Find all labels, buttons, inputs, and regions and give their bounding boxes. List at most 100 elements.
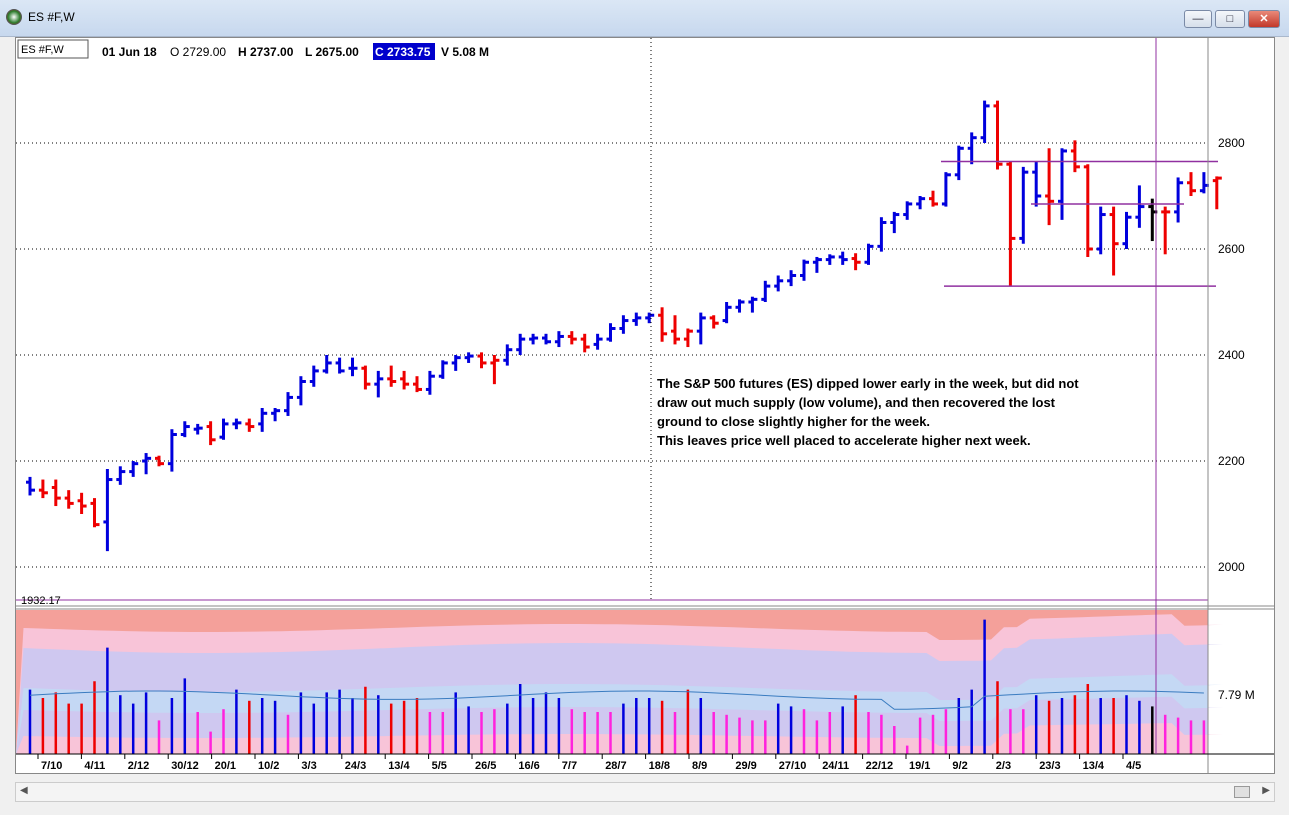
price-bar [696, 312, 706, 345]
symbol-box[interactable] [17, 39, 89, 59]
price-label-2200: 2200 [1218, 454, 1245, 468]
close-highlight [373, 43, 435, 60]
price-bar [735, 299, 745, 313]
price-bar [464, 352, 474, 363]
time-label: 18/8 [649, 760, 670, 772]
price-bar [593, 333, 603, 350]
price-bar [219, 418, 229, 440]
time-label: 29/9 [735, 760, 756, 772]
time-label: 9/2 [952, 760, 967, 772]
bar-high: H 2737.00 [238, 45, 294, 59]
chart-window[interactable]: 2800 2600 2400 2200 2000 1932.17 7.79 M … [15, 37, 1275, 774]
app-icon [6, 9, 22, 25]
price-bar [529, 333, 539, 345]
trading-range-box [941, 160, 1218, 287]
price-bar [503, 344, 513, 366]
price-bar [451, 355, 461, 371]
price-bar [167, 429, 177, 472]
time-axis-labels: 7/10 4/11 2/12 30/12 20/1 10/2 3/3 24/3 13/4 5/5 2… [37, 754, 1141, 772]
scroll-thumb[interactable] [1234, 786, 1250, 798]
price-bar [864, 243, 874, 265]
price-bar [980, 100, 990, 143]
time-label: 26/5 [475, 760, 496, 772]
price-label-2800: 2800 [1218, 136, 1245, 150]
price-bar [232, 418, 242, 430]
price-bar [877, 217, 887, 252]
price-axis-min-label: 1932.17 [21, 595, 61, 607]
window-titlebar: ES #F,W — □ ✕ [0, 0, 1289, 37]
time-label: 3/3 [301, 760, 316, 772]
annotation-line-2: draw out much supply (low volume), and t… [657, 395, 1056, 410]
annotation-line-1: The S&P 500 futures (ES) dipped lower ea… [657, 376, 1079, 391]
price-panel[interactable] [16, 38, 1208, 601]
price-bar [103, 468, 113, 552]
minimize-button[interactable]: — [1184, 10, 1212, 28]
price-bar [606, 323, 616, 342]
price-bar [1096, 206, 1106, 255]
annotation-line-3: ground to close slightly higher for the … [657, 414, 930, 429]
info-bar: ES #F,W 01 Jun 18 O 2729.00 H 2737.00 L … [17, 39, 489, 60]
price-bar [116, 466, 126, 485]
price-bar [1070, 140, 1080, 173]
scroll-left-icon[interactable]: ◀ [20, 785, 28, 796]
price-bar [709, 315, 719, 329]
price-label-2000: 2000 [1218, 560, 1245, 574]
scroll-right-icon[interactable]: ▶ [1262, 785, 1270, 796]
price-bar [64, 490, 74, 509]
price-bar [1019, 166, 1029, 244]
price-bar [438, 360, 448, 379]
price-bar [348, 357, 358, 377]
price-bar [206, 421, 216, 446]
price-bar [155, 455, 164, 467]
time-label: 8/9 [692, 760, 707, 772]
price-bar [296, 376, 306, 406]
price-chart[interactable]: 2800 2600 2400 2200 2000 1932.17 7.79 M … [16, 38, 1274, 774]
price-bar [284, 392, 293, 416]
price-bar [722, 302, 732, 324]
price-bar [580, 333, 590, 353]
price-bar [77, 492, 87, 514]
price-bar [374, 370, 384, 398]
time-label: 5/5 [432, 760, 447, 772]
price-bar [516, 333, 526, 355]
bar-open: O 2729.00 [170, 45, 226, 59]
bar-volume: V 5.08 M [441, 45, 489, 59]
price-bar [1083, 164, 1093, 257]
price-bar [425, 370, 435, 395]
time-label: 23/3 [1039, 760, 1060, 772]
price-label-2400: 2400 [1218, 348, 1245, 362]
volume-band-4 [16, 723, 1224, 754]
price-bar [1058, 148, 1067, 220]
price-bar [322, 355, 332, 374]
time-label: 10/2 [258, 760, 279, 772]
time-label: 19/1 [909, 760, 930, 772]
maximize-button[interactable]: □ [1215, 10, 1245, 28]
bar-date: 01 Jun 18 [102, 45, 157, 59]
price-bar [993, 100, 1003, 170]
price-bar [51, 479, 61, 507]
price-bar [748, 296, 758, 313]
price-bar [1174, 177, 1184, 223]
volume-bars [28, 619, 1206, 754]
price-bar [683, 328, 693, 348]
price-bar [542, 333, 551, 345]
price-bar [38, 479, 48, 499]
price-bar [787, 270, 797, 287]
price-bar [967, 132, 977, 165]
close-button[interactable]: ✕ [1248, 10, 1280, 28]
annotation-text: The S&P 500 futures (ES) dipped lower ea… [657, 376, 1079, 448]
price-bar [90, 498, 100, 528]
price-bar [361, 365, 371, 390]
time-label: 27/10 [779, 760, 807, 772]
price-bars [26, 100, 1222, 552]
price-bar [1032, 161, 1042, 207]
price-bar [1006, 161, 1016, 287]
price-bar [916, 196, 926, 210]
price-bar [554, 331, 564, 348]
price-bar [142, 453, 152, 475]
time-label: 30/12 [171, 760, 199, 772]
horizontal-scrollbar[interactable]: ◀ ▶ [15, 782, 1275, 802]
price-bar [258, 408, 268, 432]
price-bar [812, 256, 822, 273]
price-bar [941, 172, 951, 207]
